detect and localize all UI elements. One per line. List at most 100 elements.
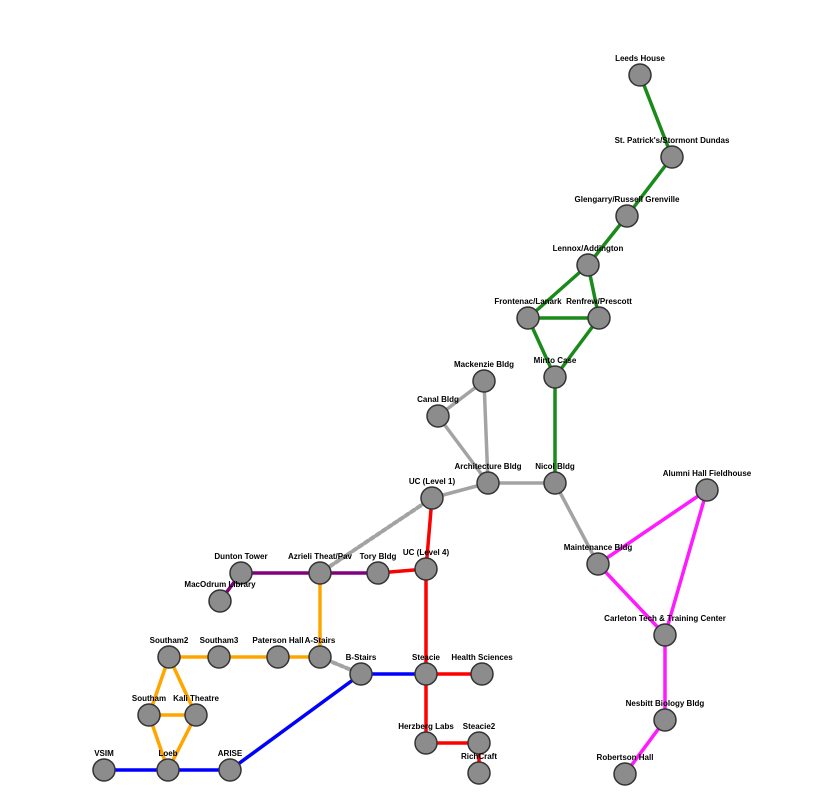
node-circle[interactable] bbox=[184, 703, 208, 727]
node-southam3[interactable]: Southam3 bbox=[200, 636, 239, 669]
node-stpat[interactable]: St. Patrick's/Stormont Dundas bbox=[615, 136, 730, 169]
node-arise[interactable]: ARISE bbox=[218, 749, 243, 782]
node-circle[interactable] bbox=[229, 561, 253, 585]
node-circle[interactable] bbox=[414, 557, 438, 581]
node-circle[interactable] bbox=[543, 471, 567, 495]
node-arch[interactable]: Architecture Bldg bbox=[454, 462, 522, 495]
node-circle[interactable] bbox=[308, 645, 332, 669]
node-label: Robertson Hall bbox=[597, 753, 654, 762]
edge-maint-alumni bbox=[596, 488, 709, 566]
node-circle[interactable] bbox=[586, 552, 610, 576]
node-label: UC (Level 1) bbox=[409, 477, 456, 486]
node-paterson[interactable]: Paterson Hall bbox=[252, 636, 304, 669]
node-label: Southam3 bbox=[200, 636, 239, 645]
node-frontenac[interactable]: Frontenac/Lanark bbox=[494, 297, 562, 330]
node-circle[interactable] bbox=[467, 761, 491, 785]
edge-maint-carleton bbox=[596, 562, 667, 637]
node-azrieli[interactable]: Azrieli Theat/Pav bbox=[288, 552, 353, 585]
node-circle[interactable] bbox=[266, 645, 290, 669]
node-label: Southam bbox=[132, 694, 166, 703]
node-label: VSIM bbox=[94, 749, 114, 758]
node-label: Canal Bldg bbox=[417, 395, 459, 404]
edge-uc1-azrieli bbox=[318, 496, 434, 575]
node-label: Nesbitt Biology Bldg bbox=[626, 699, 705, 708]
node-label: Dunton Tower bbox=[214, 552, 267, 561]
node-circle[interactable] bbox=[653, 623, 677, 647]
node-circle[interactable] bbox=[476, 471, 500, 495]
edges-layer bbox=[102, 73, 709, 776]
node-canal[interactable]: Canal Bldg bbox=[417, 395, 459, 428]
node-label: Renfrew/Prescott bbox=[566, 297, 632, 306]
node-label: ARISE bbox=[218, 749, 243, 758]
node-leeds[interactable]: Leeds House bbox=[615, 54, 665, 87]
edge-bstairs-arise bbox=[228, 672, 363, 772]
node-label: Loeb bbox=[158, 749, 177, 758]
node-circle[interactable] bbox=[470, 662, 494, 686]
node-glen[interactable]: Glengarry/Russell Grenville bbox=[575, 195, 680, 228]
node-circle[interactable] bbox=[613, 762, 637, 786]
node-steacie[interactable]: Steacie bbox=[412, 653, 441, 686]
edge-renfrew-minto bbox=[553, 316, 601, 379]
node-circle[interactable] bbox=[208, 589, 232, 613]
node-southam[interactable]: Southam bbox=[132, 694, 166, 727]
node-circle[interactable] bbox=[615, 204, 639, 228]
node-macodrum[interactable]: MacOdrum Library bbox=[184, 580, 256, 613]
node-circle[interactable] bbox=[366, 561, 390, 585]
node-dunton[interactable]: Dunton Tower bbox=[214, 552, 268, 585]
node-circle[interactable] bbox=[414, 731, 438, 755]
node-vsim[interactable]: VSIM bbox=[92, 749, 116, 782]
node-uc4[interactable]: UC (Level 4) bbox=[403, 548, 450, 581]
node-tory[interactable]: Tory Bldg bbox=[360, 552, 397, 585]
node-steacie2[interactable]: Steacie2 bbox=[463, 722, 496, 755]
node-circle[interactable] bbox=[308, 561, 332, 585]
node-bstairs[interactable]: B-Stairs bbox=[346, 653, 377, 686]
node-label: Steacie bbox=[412, 653, 441, 662]
node-label: Paterson Hall bbox=[252, 636, 303, 645]
node-circle[interactable] bbox=[157, 645, 181, 669]
node-circle[interactable] bbox=[137, 703, 161, 727]
node-circle[interactable] bbox=[414, 662, 438, 686]
node-label: Lennox/Addington bbox=[553, 244, 624, 253]
node-circle[interactable] bbox=[420, 486, 444, 510]
node-circle[interactable] bbox=[207, 645, 231, 669]
node-circle[interactable] bbox=[516, 306, 540, 330]
node-nicol[interactable]: Nicol Bldg bbox=[535, 462, 575, 495]
node-herzberg[interactable]: Herzberg Labs bbox=[398, 722, 454, 755]
node-renfrew[interactable]: Renfrew/Prescott bbox=[566, 297, 632, 330]
node-loeb[interactable]: Loeb bbox=[156, 749, 180, 782]
node-circle[interactable] bbox=[653, 708, 677, 732]
node-robertson[interactable]: Robertson Hall bbox=[597, 753, 654, 786]
node-circle[interactable] bbox=[695, 478, 719, 502]
node-uc1[interactable]: UC (Level 1) bbox=[409, 477, 456, 510]
node-lennox[interactable]: Lennox/Addington bbox=[553, 244, 624, 277]
node-circle[interactable] bbox=[218, 758, 242, 782]
node-label: Architecture Bldg bbox=[454, 462, 521, 471]
node-minto[interactable]: Minto Case bbox=[534, 356, 577, 389]
node-circle[interactable] bbox=[628, 63, 652, 87]
node-circle[interactable] bbox=[426, 404, 450, 428]
node-circle[interactable] bbox=[92, 758, 116, 782]
node-circle[interactable] bbox=[587, 306, 611, 330]
node-maint[interactable]: Maintenance Bldg bbox=[564, 543, 633, 576]
node-circle[interactable] bbox=[467, 731, 491, 755]
node-circle[interactable] bbox=[576, 253, 600, 277]
node-label: Minto Case bbox=[534, 356, 577, 365]
node-circle[interactable] bbox=[472, 369, 496, 393]
node-kalitheatre[interactable]: Kali Theatre bbox=[173, 694, 219, 727]
node-southam2[interactable]: Southam2 bbox=[150, 636, 189, 669]
node-nesbitt[interactable]: Nesbitt Biology Bldg bbox=[626, 699, 705, 732]
node-label: Mackenzie Bldg bbox=[454, 360, 514, 369]
node-richcraft[interactable]: RichCraft bbox=[461, 752, 497, 785]
node-label: RichCraft bbox=[461, 752, 497, 761]
node-astairs[interactable]: A-Stairs bbox=[305, 636, 336, 669]
node-circle[interactable] bbox=[543, 365, 567, 389]
node-carleton[interactable]: Carleton Tech & Training Center bbox=[604, 614, 726, 647]
node-health[interactable]: Health Sciences bbox=[451, 653, 513, 686]
node-label: Health Sciences bbox=[451, 653, 513, 662]
node-alumni[interactable]: Alumni Hall Fieldhouse bbox=[663, 469, 752, 502]
node-label: Maintenance Bldg bbox=[564, 543, 633, 552]
node-circle[interactable] bbox=[660, 145, 684, 169]
node-circle[interactable] bbox=[349, 662, 373, 686]
node-circle[interactable] bbox=[156, 758, 180, 782]
node-mackenzie[interactable]: Mackenzie Bldg bbox=[454, 360, 514, 393]
